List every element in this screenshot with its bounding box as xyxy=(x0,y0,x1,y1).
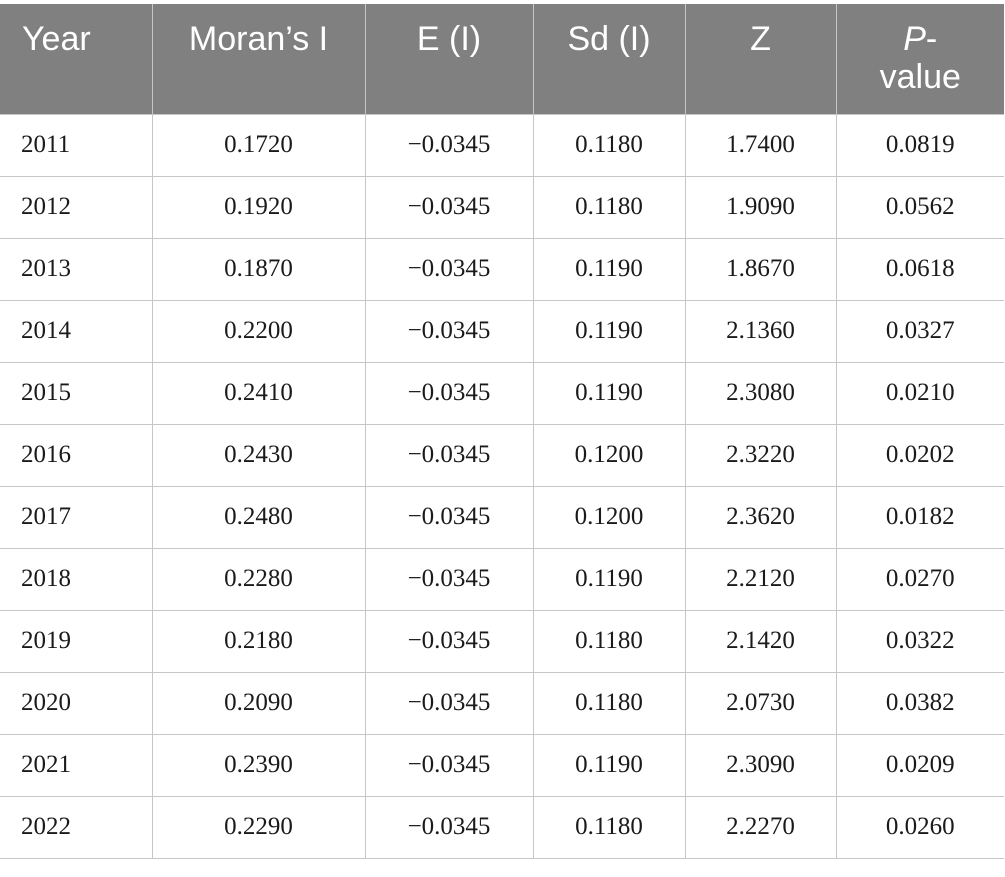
cell-year: 2012 xyxy=(0,175,153,239)
cell-z: 2.1420 xyxy=(684,609,837,673)
cell-sd-i: 0.1190 xyxy=(532,299,686,363)
cell-expected-i: −0.0345 xyxy=(364,733,534,797)
table-body: 2011 0.1720 −0.0345 0.1180 1.7400 0.0819 2012 0… xyxy=(0,113,1004,859)
cell-p-value: 0.0202 xyxy=(835,423,1004,487)
cell-p-value: 0.0819 xyxy=(835,113,1004,177)
cell-p-value: 0.0562 xyxy=(835,175,1004,239)
cell-sd-i: 0.1190 xyxy=(532,547,686,611)
cell-p-value: 0.0382 xyxy=(835,671,1004,735)
cell-morans-i: 0.1920 xyxy=(151,175,366,239)
table-row: 2021 0.2390 −0.0345 0.1190 2.3090 0.0209 xyxy=(0,733,1004,797)
cell-z: 2.3080 xyxy=(684,361,837,425)
header-p-value-word: value xyxy=(879,58,961,96)
header-row: Year Moran’s I E (I) Sd (I) Z P-value xyxy=(0,4,1004,114)
cell-z: 2.3090 xyxy=(684,733,837,797)
table-row: 2014 0.2200 −0.0345 0.1190 2.1360 0.0327 xyxy=(0,299,1004,363)
cell-z: 2.1360 xyxy=(684,299,837,363)
cell-sd-i: 0.1190 xyxy=(532,361,686,425)
cell-year: 2016 xyxy=(0,423,153,487)
cell-year: 2011 xyxy=(0,113,153,177)
table-row: 2015 0.2410 −0.0345 0.1190 2.3080 0.0210 xyxy=(0,361,1004,425)
header-p-letter: P xyxy=(903,20,926,58)
table-row: 2012 0.1920 −0.0345 0.1180 1.9090 0.0562 xyxy=(0,175,1004,239)
cell-year: 2014 xyxy=(0,299,153,363)
cell-z: 2.2120 xyxy=(684,547,837,611)
header-sd-i: Sd (I) xyxy=(532,4,686,114)
cell-z: 2.0730 xyxy=(684,671,837,735)
cell-sd-i: 0.1200 xyxy=(532,485,686,549)
cell-z: 1.8670 xyxy=(684,237,837,301)
header-p-value: P-value xyxy=(835,4,1004,114)
cell-morans-i: 0.2410 xyxy=(151,361,366,425)
cell-sd-i: 0.1180 xyxy=(532,609,686,673)
cell-expected-i: −0.0345 xyxy=(364,671,534,735)
table-row: 2022 0.2290 −0.0345 0.1180 2.2270 0.0260 xyxy=(0,795,1004,859)
cell-year: 2013 xyxy=(0,237,153,301)
cell-expected-i: −0.0345 xyxy=(364,299,534,363)
cell-morans-i: 0.2200 xyxy=(151,299,366,363)
cell-p-value: 0.0327 xyxy=(835,299,1004,363)
header-p-hyphen: - xyxy=(925,20,938,58)
cell-year: 2021 xyxy=(0,733,153,797)
table-row: 2019 0.2180 −0.0345 0.1180 2.1420 0.0322 xyxy=(0,609,1004,673)
cell-sd-i: 0.1190 xyxy=(532,237,686,301)
table-row: 2018 0.2280 −0.0345 0.1190 2.2120 0.0270 xyxy=(0,547,1004,611)
cell-z: 2.2270 xyxy=(684,795,837,859)
table-row: 2013 0.1870 −0.0345 0.1190 1.8670 0.0618 xyxy=(0,237,1004,301)
cell-sd-i: 0.1180 xyxy=(532,113,686,177)
cell-expected-i: −0.0345 xyxy=(364,547,534,611)
cell-p-value: 0.0210 xyxy=(835,361,1004,425)
cell-morans-i: 0.2430 xyxy=(151,423,366,487)
cell-year: 2015 xyxy=(0,361,153,425)
cell-expected-i: −0.0345 xyxy=(364,609,534,673)
cell-year: 2018 xyxy=(0,547,153,611)
cell-p-value: 0.0182 xyxy=(835,485,1004,549)
cell-p-value: 0.0270 xyxy=(835,547,1004,611)
cell-year: 2017 xyxy=(0,485,153,549)
header-morans-i: Moran’s I xyxy=(151,4,366,114)
cell-expected-i: −0.0345 xyxy=(364,485,534,549)
cell-morans-i: 0.2280 xyxy=(151,547,366,611)
cell-expected-i: −0.0345 xyxy=(364,361,534,425)
cell-year: 2022 xyxy=(0,795,153,859)
cell-z: 2.3620 xyxy=(684,485,837,549)
cell-year: 2020 xyxy=(0,671,153,735)
cell-expected-i: −0.0345 xyxy=(364,795,534,859)
cell-morans-i: 0.2090 xyxy=(151,671,366,735)
table-row: 2011 0.1720 −0.0345 0.1180 1.7400 0.0819 xyxy=(0,113,1004,177)
cell-z: 1.7400 xyxy=(684,113,837,177)
cell-morans-i: 0.1870 xyxy=(151,237,366,301)
header-year: Year xyxy=(0,4,153,114)
cell-sd-i: 0.1180 xyxy=(532,175,686,239)
cell-expected-i: −0.0345 xyxy=(364,113,534,177)
cell-sd-i: 0.1200 xyxy=(532,423,686,487)
cell-morans-i: 0.2480 xyxy=(151,485,366,549)
table-header: Year Moran’s I E (I) Sd (I) Z P-value xyxy=(0,4,1004,114)
table-row: 2016 0.2430 −0.0345 0.1200 2.3220 0.0202 xyxy=(0,423,1004,487)
cell-morans-i: 0.1720 xyxy=(151,113,366,177)
cell-sd-i: 0.1190 xyxy=(532,733,686,797)
cell-expected-i: −0.0345 xyxy=(364,175,534,239)
table-row: 2020 0.2090 −0.0345 0.1180 2.0730 0.0382 xyxy=(0,671,1004,735)
header-expected-i: E (I) xyxy=(364,4,534,114)
cell-z: 1.9090 xyxy=(684,175,837,239)
cell-year: 2019 xyxy=(0,609,153,673)
cell-z: 2.3220 xyxy=(684,423,837,487)
cell-p-value: 0.0260 xyxy=(835,795,1004,859)
header-z: Z xyxy=(684,4,837,114)
cell-morans-i: 0.2390 xyxy=(151,733,366,797)
cell-p-value: 0.0209 xyxy=(835,733,1004,797)
table-row: 2017 0.2480 −0.0345 0.1200 2.3620 0.0182 xyxy=(0,485,1004,549)
cell-morans-i: 0.2180 xyxy=(151,609,366,673)
cell-p-value: 0.0322 xyxy=(835,609,1004,673)
cell-expected-i: −0.0345 xyxy=(364,237,534,301)
cell-sd-i: 0.1180 xyxy=(532,671,686,735)
cell-p-value: 0.0618 xyxy=(835,237,1004,301)
morans-i-table: Year Moran’s I E (I) Sd (I) Z P-value 20… xyxy=(0,4,1004,859)
cell-morans-i: 0.2290 xyxy=(151,795,366,859)
cell-sd-i: 0.1180 xyxy=(532,795,686,859)
cell-expected-i: −0.0345 xyxy=(364,423,534,487)
